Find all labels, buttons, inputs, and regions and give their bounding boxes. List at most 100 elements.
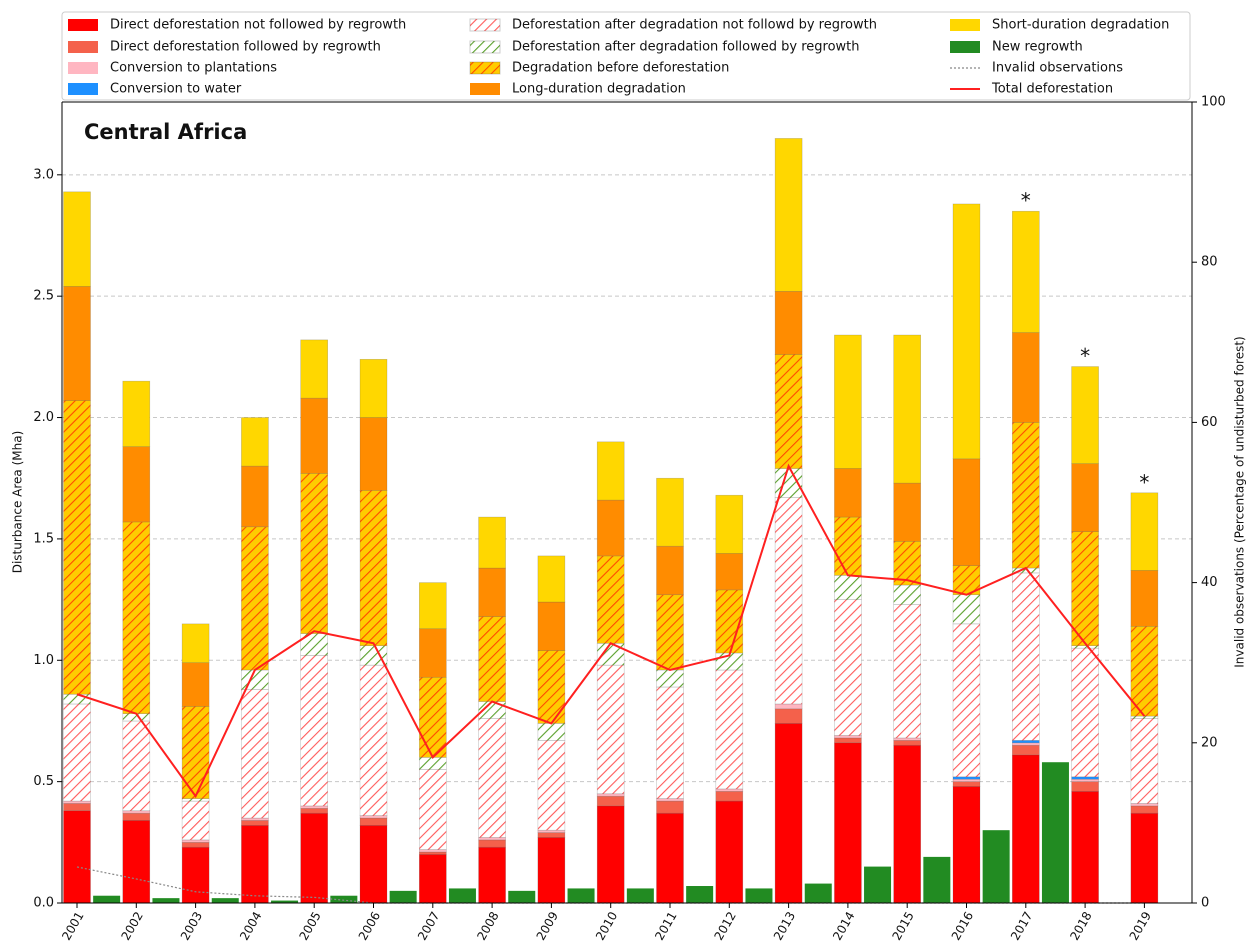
bar-segment bbox=[952, 623, 981, 778]
legend-swatch bbox=[68, 41, 98, 53]
bar-segment bbox=[1071, 776, 1099, 780]
bar-segment bbox=[537, 555, 566, 603]
bar-segment bbox=[596, 805, 625, 904]
bar-segment bbox=[1071, 778, 1099, 782]
bar-segment bbox=[300, 808, 329, 814]
bar-segment bbox=[656, 800, 684, 814]
bar bbox=[567, 888, 595, 903]
bar-segment bbox=[300, 655, 329, 807]
bar-segment bbox=[656, 545, 684, 596]
bar-segment bbox=[834, 742, 862, 904]
bar-segment bbox=[596, 664, 625, 795]
bar-segment bbox=[418, 676, 447, 758]
bar-segment bbox=[952, 776, 981, 780]
bar-segment bbox=[418, 769, 447, 850]
bar-segment bbox=[1130, 803, 1159, 807]
bar-segment bbox=[418, 854, 447, 904]
bar-segment bbox=[63, 803, 91, 812]
bar-segment bbox=[63, 286, 91, 401]
bar bbox=[745, 888, 773, 903]
bar bbox=[1041, 762, 1069, 903]
y-tick-label: 1.0 bbox=[33, 653, 54, 668]
legend-label: Short-duration degradation bbox=[992, 18, 1169, 33]
legend-label: Direct deforestation followed by regrowt… bbox=[110, 40, 381, 55]
x-tick-label: 2007 bbox=[415, 909, 442, 942]
legend-swatch bbox=[470, 83, 500, 95]
legend-swatch bbox=[950, 41, 980, 53]
bar bbox=[626, 888, 654, 903]
bar-segment bbox=[181, 798, 210, 802]
y2-axis-label: Invalid observations (Percentage of undi… bbox=[1233, 336, 1247, 667]
bar-segment bbox=[893, 740, 922, 746]
bar-segment bbox=[1071, 645, 1099, 649]
legend-label: Deforestation after degradation followed… bbox=[512, 40, 860, 55]
bar bbox=[982, 830, 1010, 903]
bar-segment bbox=[241, 526, 269, 671]
bar-segment bbox=[537, 832, 566, 838]
y2-tick-label: 100 bbox=[1201, 95, 1226, 110]
legend-swatch bbox=[950, 19, 980, 31]
bar-segment bbox=[537, 740, 566, 831]
y-tick-label: 3.0 bbox=[33, 167, 54, 182]
bar-segment bbox=[834, 599, 862, 736]
x-tick-label: 2016 bbox=[949, 909, 976, 942]
bar-segment bbox=[478, 837, 506, 841]
bar-segment bbox=[418, 851, 447, 855]
bar-segment bbox=[1071, 791, 1099, 904]
bar-segment bbox=[1011, 422, 1040, 569]
bar bbox=[864, 866, 892, 903]
bar-segment bbox=[300, 805, 329, 809]
bar-segment bbox=[63, 191, 91, 287]
bar-segment bbox=[952, 781, 981, 787]
bar-segment bbox=[478, 846, 506, 904]
bar-segment bbox=[537, 829, 566, 833]
bar-segment bbox=[181, 842, 210, 848]
y-axis-label: Disturbance Area (Mha) bbox=[11, 431, 25, 574]
bar bbox=[330, 895, 358, 903]
line-series bbox=[76, 463, 1146, 799]
bar-segment bbox=[596, 499, 625, 557]
legend-swatch bbox=[68, 83, 98, 95]
bar-segment bbox=[478, 718, 506, 838]
bar bbox=[804, 883, 832, 903]
legend-label: Deforestation after degradation not foll… bbox=[512, 18, 877, 33]
bar-segment bbox=[359, 817, 388, 826]
bar-segment bbox=[596, 555, 625, 644]
bar-segment bbox=[537, 723, 566, 741]
bar-segment bbox=[893, 482, 922, 542]
bar-segment bbox=[656, 594, 684, 671]
bar-segment bbox=[596, 441, 625, 501]
bar-segment bbox=[1011, 742, 1040, 746]
bar-segment bbox=[300, 812, 329, 904]
y2-tick-label: 60 bbox=[1201, 415, 1218, 430]
bar-segment bbox=[656, 812, 684, 904]
y2-tick-label: 40 bbox=[1201, 575, 1218, 590]
bar-segment bbox=[418, 757, 447, 770]
bar-segment bbox=[122, 720, 151, 812]
x-tick-label: 2006 bbox=[356, 909, 383, 942]
legend-label: Conversion to plantations bbox=[110, 61, 277, 76]
bar-segment bbox=[181, 800, 210, 841]
x-tick-label: 2003 bbox=[178, 909, 205, 942]
bar-segment bbox=[715, 589, 744, 654]
bar-segment bbox=[1130, 805, 1159, 814]
bar-segment bbox=[63, 800, 91, 804]
bar-segment bbox=[359, 417, 388, 491]
bar-segment bbox=[537, 650, 566, 724]
bar bbox=[686, 886, 714, 903]
bar-segment bbox=[774, 497, 803, 705]
bar-segment bbox=[834, 516, 862, 576]
x-tick-label: 2013 bbox=[771, 909, 798, 942]
bar-segment bbox=[122, 380, 151, 447]
legend-swatch bbox=[68, 19, 98, 31]
bar-segment bbox=[656, 477, 684, 547]
bar-segment bbox=[122, 820, 151, 904]
y2-tick-label: 20 bbox=[1201, 735, 1218, 750]
bar-segment bbox=[418, 582, 447, 630]
bar-segment bbox=[1130, 492, 1159, 571]
bar-segment bbox=[122, 812, 151, 821]
legend-label: New regrowth bbox=[992, 40, 1083, 55]
bar-segment bbox=[715, 788, 744, 792]
bar-segment bbox=[359, 358, 388, 418]
